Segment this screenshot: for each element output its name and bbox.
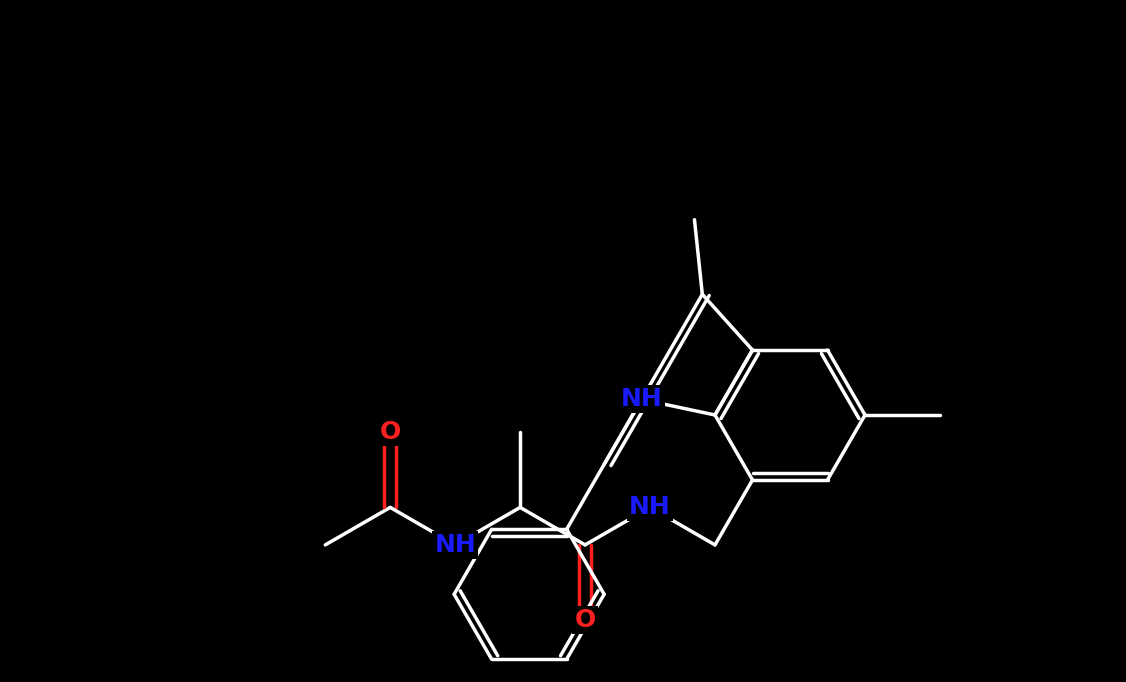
Text: O: O: [574, 608, 596, 632]
Text: NH: NH: [620, 387, 662, 411]
Text: NH: NH: [435, 533, 476, 557]
Text: O: O: [379, 420, 401, 445]
Text: NH: NH: [629, 495, 671, 520]
